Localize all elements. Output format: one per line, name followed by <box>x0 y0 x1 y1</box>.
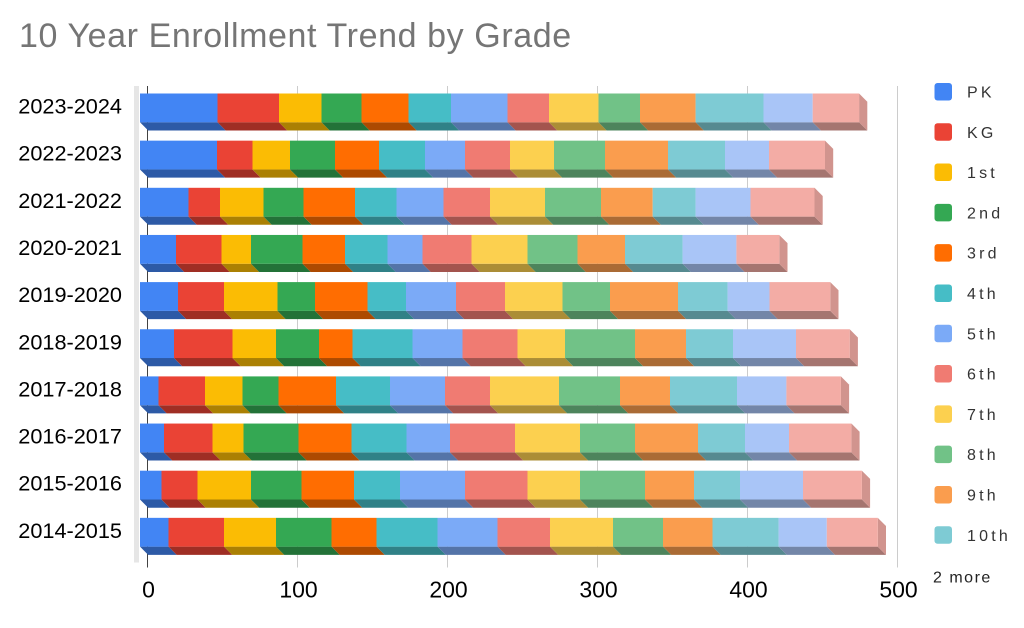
svg-text:2019-2020: 2019-2020 <box>18 282 122 307</box>
svg-text:10th: 10th <box>967 528 1011 545</box>
svg-text:0: 0 <box>142 577 155 603</box>
svg-text:2018-2019: 2018-2019 <box>18 329 122 354</box>
svg-text:4th: 4th <box>967 286 999 303</box>
svg-text:1st: 1st <box>967 165 998 182</box>
svg-text:2023-2024: 2023-2024 <box>18 94 122 119</box>
svg-text:500: 500 <box>879 577 917 603</box>
svg-text:2015-2016: 2015-2016 <box>18 471 122 496</box>
svg-text:8th: 8th <box>967 447 999 464</box>
svg-text:2014-2015: 2014-2015 <box>18 518 122 543</box>
svg-text:2 more: 2 more <box>933 569 992 586</box>
svg-text:2020-2021: 2020-2021 <box>18 235 122 260</box>
svg-text:PK: PK <box>967 85 995 102</box>
svg-text:9th: 9th <box>967 488 999 505</box>
svg-text:7th: 7th <box>967 407 999 424</box>
svg-text:6th: 6th <box>967 367 999 384</box>
svg-text:2017-2018: 2017-2018 <box>18 376 122 401</box>
svg-text:KG: KG <box>967 125 997 142</box>
svg-text:5th: 5th <box>967 326 999 343</box>
svg-text:2016-2017: 2016-2017 <box>18 424 122 449</box>
svg-text:400: 400 <box>729 577 767 603</box>
svg-text:3rd: 3rd <box>967 246 1000 263</box>
svg-text:300: 300 <box>579 577 617 603</box>
svg-text:100: 100 <box>279 577 317 603</box>
svg-text:2022-2023: 2022-2023 <box>18 141 122 166</box>
svg-text:200: 200 <box>429 577 467 603</box>
svg-text:2nd: 2nd <box>967 205 1003 222</box>
svg-text:10 Year Enrollment Trend by Gr: 10 Year Enrollment Trend by Grade <box>19 17 572 55</box>
svg-text:2021-2022: 2021-2022 <box>18 188 122 213</box>
